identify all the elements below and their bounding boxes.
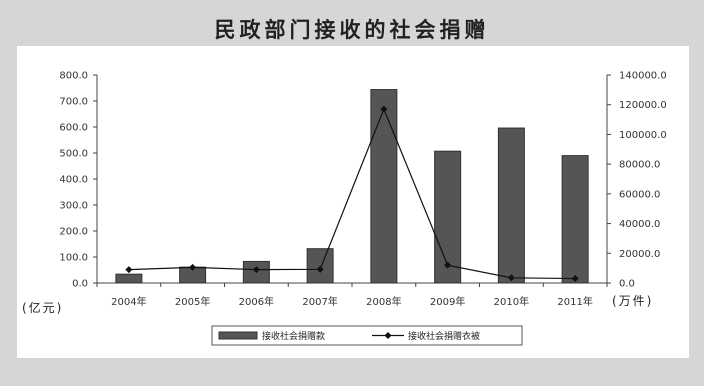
left-tick-label: 0.0 — [72, 279, 88, 290]
legend-line-marker — [384, 332, 392, 339]
right-tick-label: 20000.0 — [619, 249, 660, 260]
x-tick-label: 2011年 — [557, 295, 592, 308]
bar — [306, 248, 334, 284]
line-point — [252, 266, 260, 274]
bar — [370, 89, 398, 284]
right-tick-label: 80000.0 — [619, 160, 660, 171]
right-tick-label: 60000.0 — [619, 189, 660, 200]
x-tick-label: 2009年 — [430, 295, 465, 308]
line-point — [189, 263, 197, 271]
right-tick-label: 120000.0 — [619, 100, 667, 111]
chart-title: 民政部门接收的社会捐赠 — [214, 18, 490, 42]
right-tick-label: 140000.0 — [619, 71, 667, 82]
left-tick-label: 700.0 — [59, 97, 88, 108]
line-point — [316, 265, 324, 273]
legend-line-label: 接收社会捐赠衣被 — [408, 330, 480, 342]
x-tick-label: 2004年 — [111, 295, 146, 308]
x-tick-label: 2005年 — [175, 295, 210, 308]
left-tick-label: 400.0 — [59, 175, 88, 186]
legend-box — [211, 325, 523, 346]
left-tick-label: 500.0 — [59, 149, 88, 160]
bar — [561, 155, 589, 284]
line-point — [380, 105, 388, 113]
left-tick-label: 100.0 — [59, 253, 88, 264]
right-unit-label: (万件) — [612, 294, 653, 308]
x-tick-label: 2007年 — [302, 295, 337, 308]
line-point — [444, 261, 452, 269]
x-tick-label: 2008年 — [366, 295, 401, 308]
x-tick-label: 2010年 — [494, 295, 529, 308]
series-line — [128, 107, 576, 280]
left-tick-label: 600.0 — [59, 123, 88, 134]
right-tick-label: 100000.0 — [619, 130, 667, 141]
bar — [115, 273, 143, 284]
left-tick-label: 200.0 — [59, 227, 88, 238]
left-unit-label: (亿元) — [22, 300, 63, 315]
line-point — [507, 274, 515, 282]
bar — [497, 127, 525, 284]
legend-bar-swatch — [218, 331, 258, 340]
x-tick-label: 2006年 — [239, 295, 274, 308]
left-tick-label: 800.0 — [59, 71, 88, 82]
right-tick-label: 40000.0 — [619, 219, 660, 230]
right-tick-label: 0.0 — [619, 279, 635, 290]
bar — [434, 150, 462, 284]
line-point — [571, 275, 579, 283]
line-point — [125, 266, 133, 274]
left-tick-label: 300.0 — [59, 201, 88, 212]
legend-bar-label: 接收社会捐赠款 — [262, 330, 325, 342]
